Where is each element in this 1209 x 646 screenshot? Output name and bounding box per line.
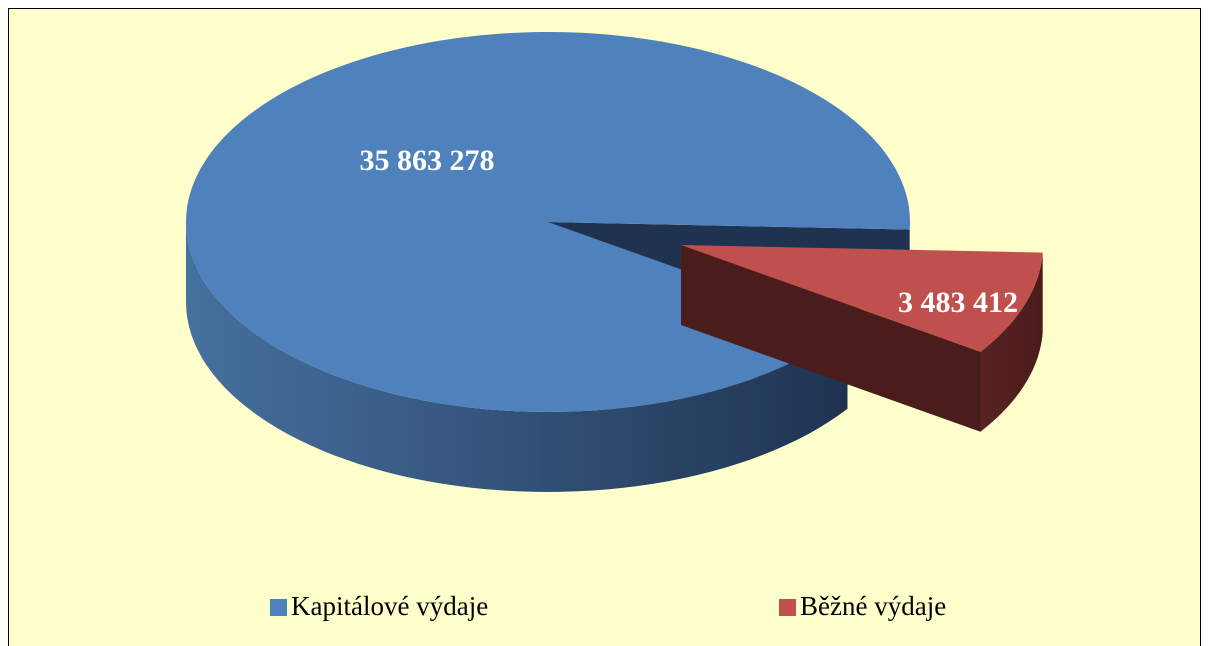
slice-side xyxy=(186,222,848,492)
slice-side xyxy=(980,252,1043,432)
legend-swatch xyxy=(270,599,287,616)
legend-swatch xyxy=(779,599,796,616)
legend-label: Kapitálové výdaje xyxy=(291,591,488,621)
value-label: 35 863 278 xyxy=(360,144,495,177)
legend-label: Běžné výdaje xyxy=(800,591,946,621)
value-label: 3 483 412 xyxy=(898,286,1018,319)
pie: 35 863 278 3 483 412 xyxy=(186,32,1043,492)
slice-cut xyxy=(681,245,981,432)
slice xyxy=(681,245,1043,352)
